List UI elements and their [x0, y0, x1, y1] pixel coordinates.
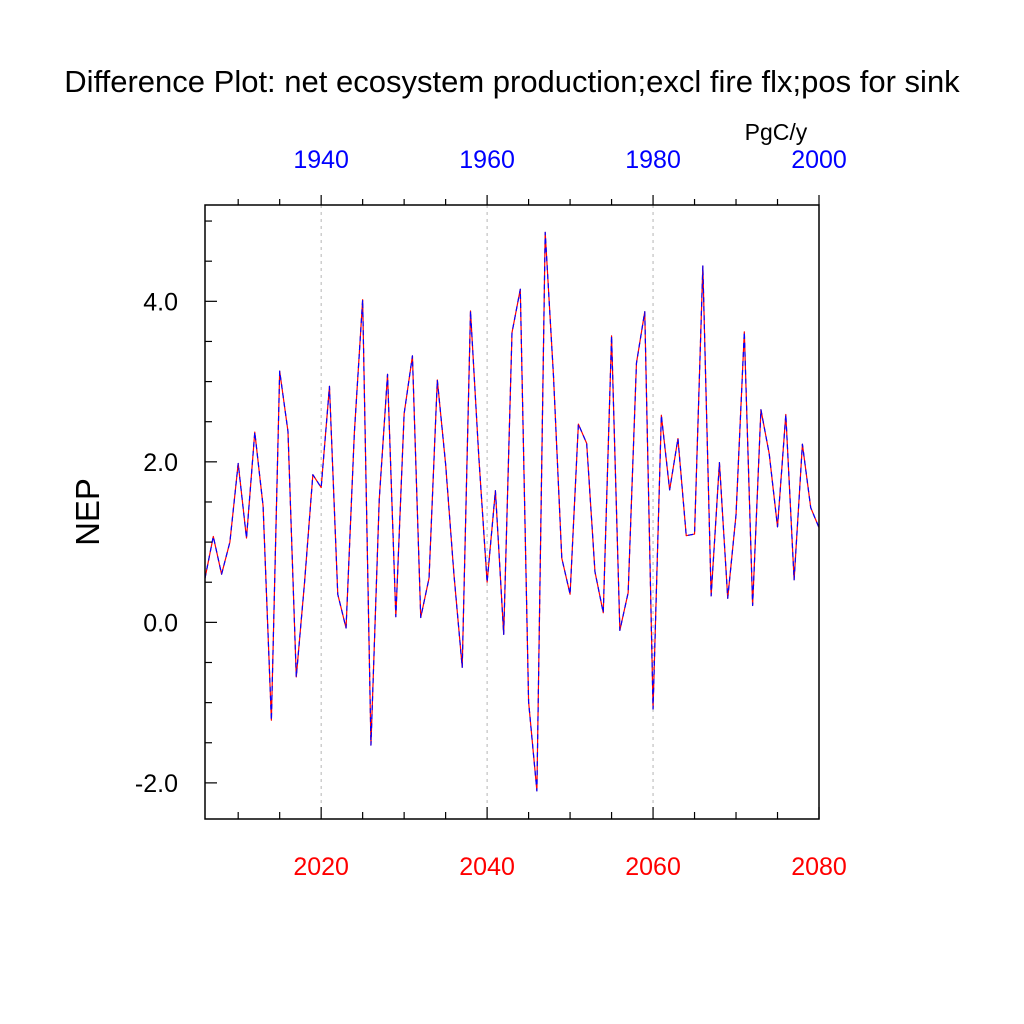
series-layer	[204, 231, 820, 792]
axis-layer: 2020 2040 2060 2080 1940 1960 1980 2000 -2.0 0.0 2…	[135, 146, 847, 881]
plot-frame	[204, 204, 820, 820]
y-tick-label: 0.0	[143, 609, 178, 637]
series-line-1	[204, 231, 820, 792]
chart-title: Difference Plot: net ecosystem productio…	[64, 64, 960, 99]
x-tick-label-top: 2000	[791, 146, 847, 174]
series-line-2	[204, 231, 820, 792]
x-tick-label-bottom: 2040	[459, 853, 515, 881]
y-tick-label: 4.0	[143, 288, 178, 316]
x-tick-label-bottom: 2060	[625, 853, 681, 881]
y-tick-label: -2.0	[135, 770, 178, 798]
x-tick-label-top: 1940	[293, 146, 349, 174]
y-axis-label: NEP	[69, 478, 106, 546]
x-tick-label-bottom: 2080	[791, 853, 847, 881]
x-tick-label-bottom: 2020	[293, 853, 349, 881]
y-tick-label: 2.0	[143, 449, 178, 477]
x-tick-label-top: 1960	[459, 146, 515, 174]
x-tick-label-top: 1980	[625, 146, 681, 174]
units-label: PgC/y	[745, 119, 808, 145]
grid-layer	[320, 205, 654, 819]
